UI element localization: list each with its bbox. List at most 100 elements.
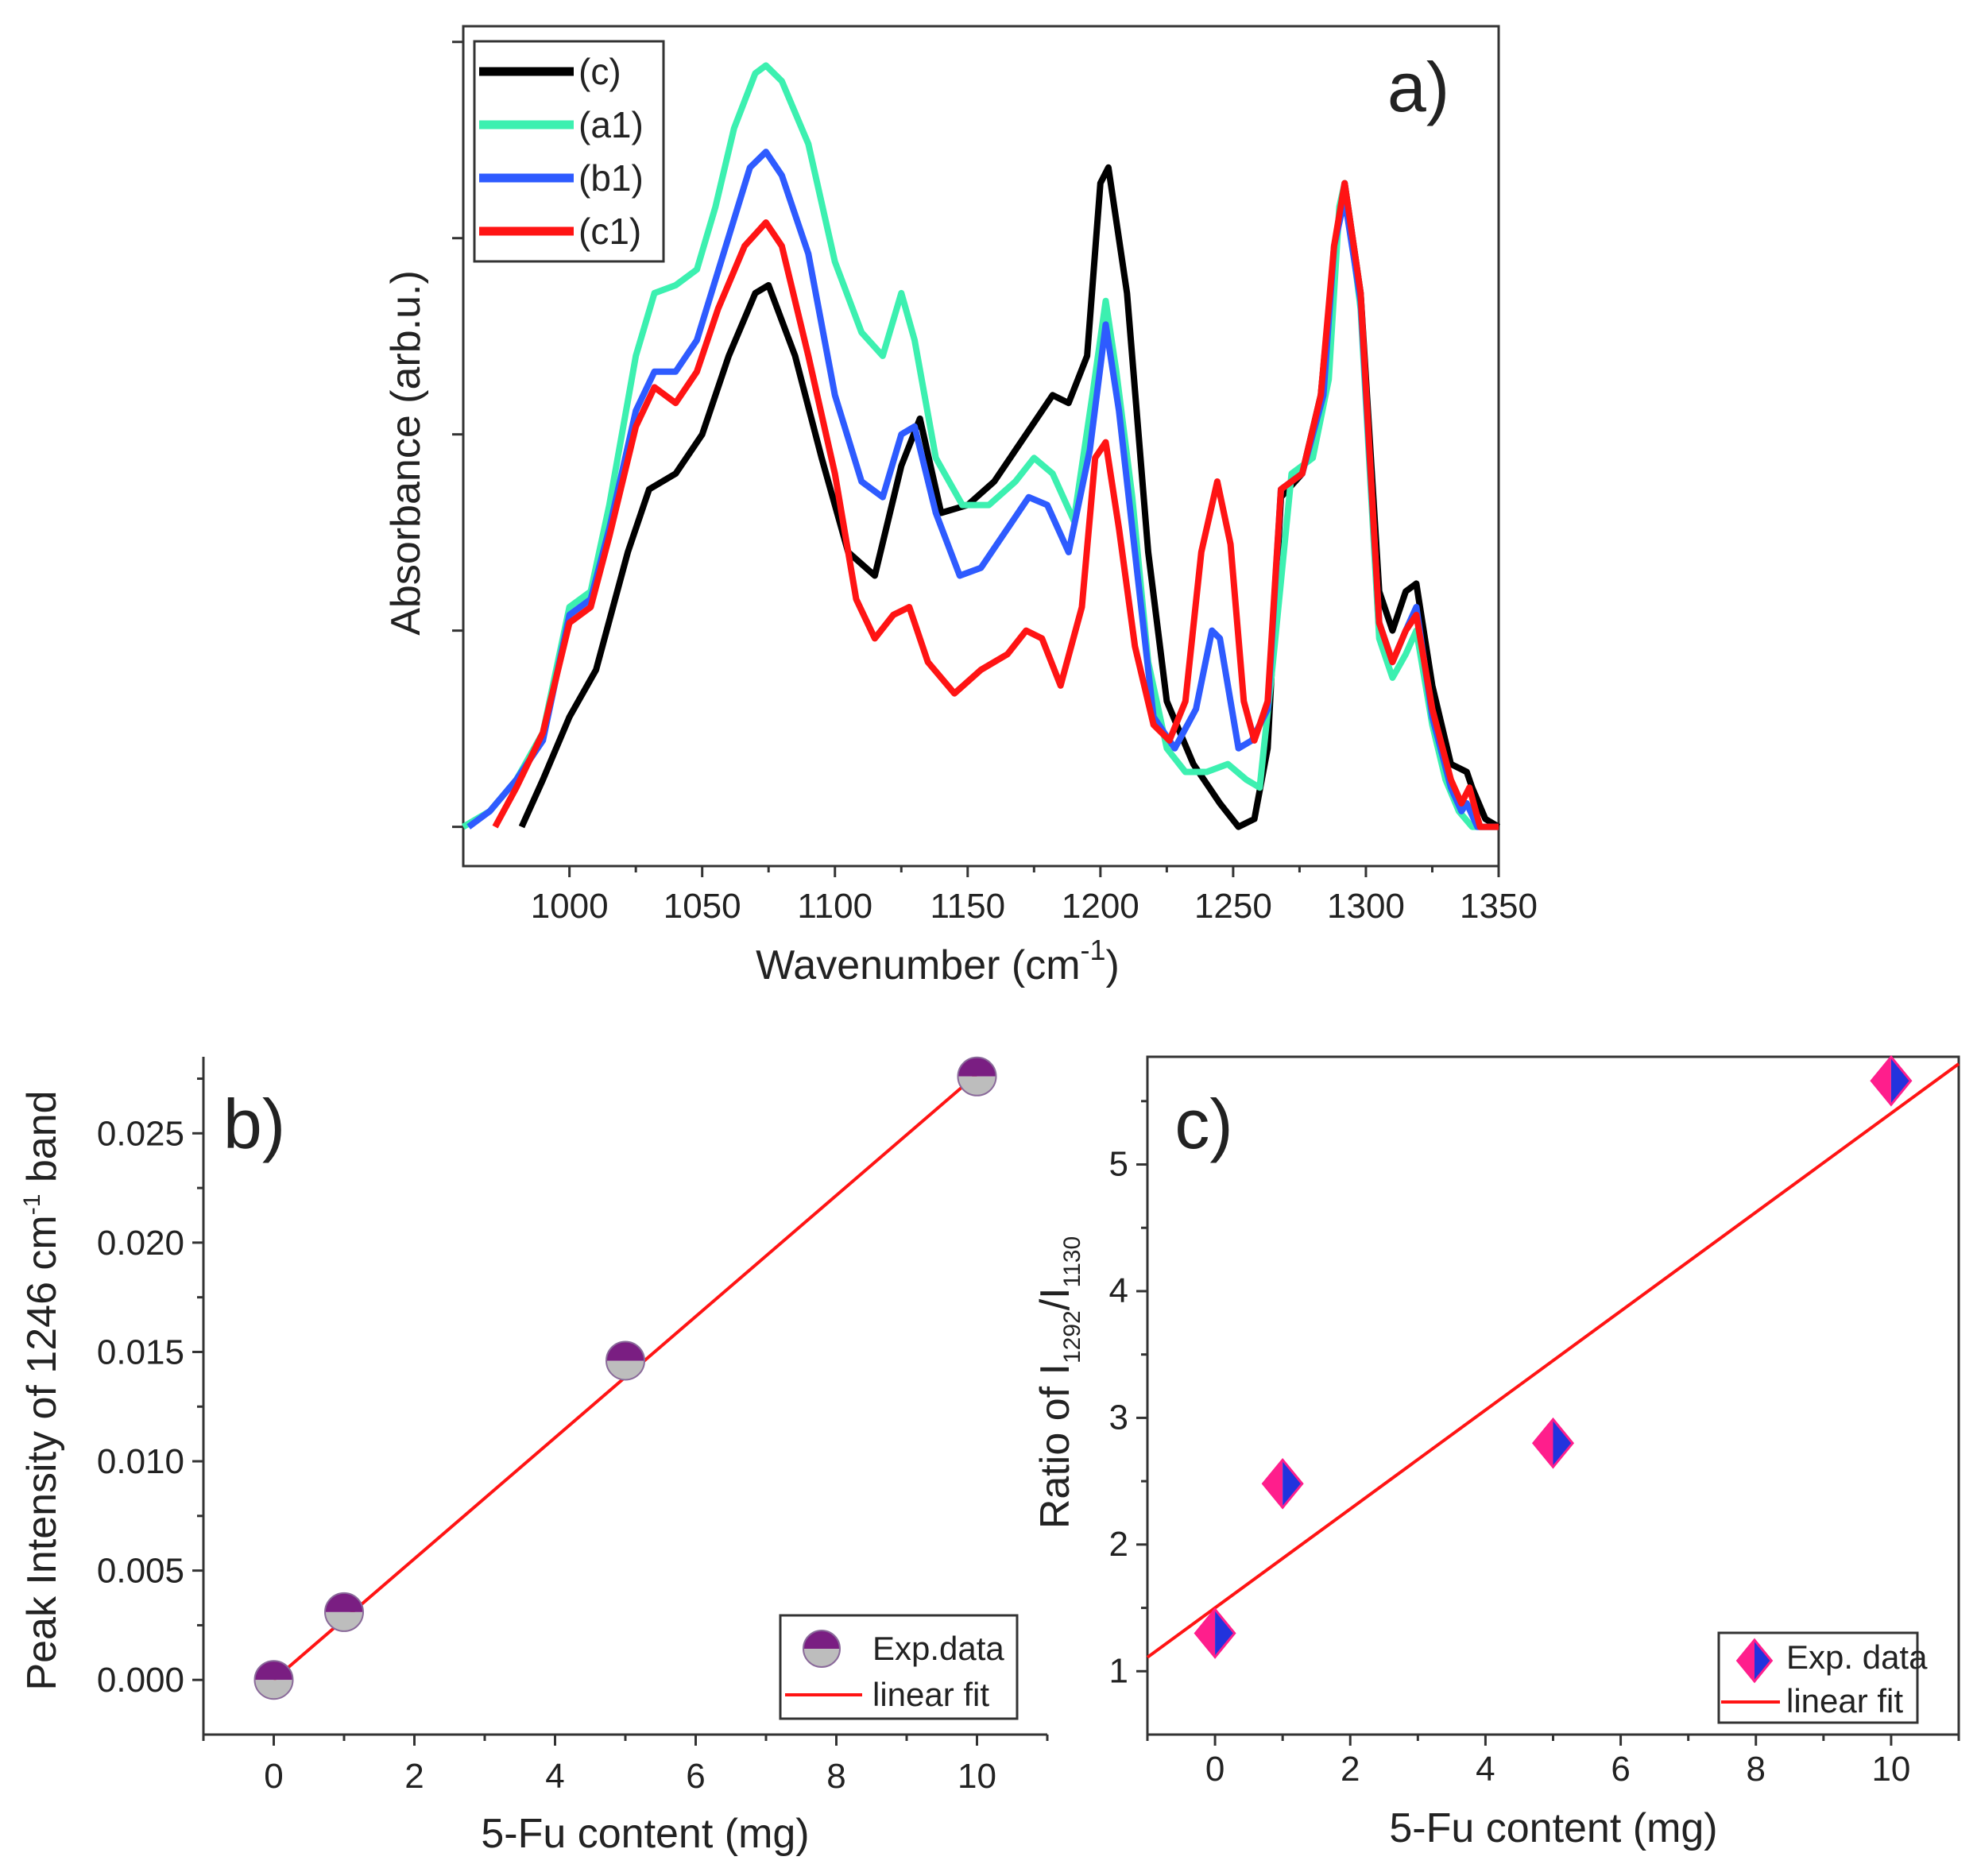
panel-c-data-point	[1261, 1457, 1304, 1510]
panel-b-legend-circle-bottom-half	[803, 1649, 840, 1667]
panel-b-data-point-outline	[253, 1660, 294, 1700]
panel-b-data-point-outline	[957, 1056, 997, 1097]
panel-c-tag: c)	[1174, 1085, 1232, 1163]
panel-c-fit-segment	[1146, 1062, 1960, 1659]
panel-b-y-tick-label: 0.005	[97, 1552, 184, 1591]
panel-a-x-tick-label: 1150	[930, 887, 1005, 926]
panel-a-legend-box	[473, 40, 665, 263]
panel-c-legend-diamond-left-half	[1737, 1640, 1755, 1681]
panel-b-tag: b)	[223, 1085, 285, 1163]
panel-c-data-point-outline	[1261, 1457, 1304, 1510]
panel-c-y-tick-label: 2	[1109, 1525, 1128, 1564]
panel-b-y-title-end: band	[19, 1090, 65, 1193]
panel-c-y-tick-label: 5	[1109, 1145, 1128, 1184]
panel-c-legend-diamond	[1735, 1638, 1774, 1684]
panel-c-data-point-left-half	[1195, 1609, 1216, 1657]
legend-label-b1: (b1)	[578, 157, 644, 199]
panel-a-x-tick-label: 1000	[531, 887, 609, 926]
panel-b-y-tick-label: 0.015	[97, 1333, 184, 1371]
panel-b-data-point-top-half	[254, 1661, 293, 1681]
panel-a-tag: a)	[1387, 48, 1449, 126]
panel-c-data-point-outline	[1870, 1054, 1913, 1107]
panel-b-legend: Exp.data linear fit	[779, 1614, 1019, 1720]
panel-b-x-tick-label: 0	[264, 1757, 283, 1796]
panel-c-data-point-right-half	[1890, 1057, 1911, 1105]
panel-b-data-point	[605, 1340, 645, 1381]
panel-a-x-title-sup: -1	[1081, 934, 1106, 966]
panel-b-y-tick-label: 0.025	[97, 1114, 184, 1153]
panel-b-data-point-top-half	[325, 1592, 363, 1612]
panel-b-y-tick-label: 0.000	[97, 1661, 184, 1700]
panel-b-data-point	[957, 1056, 997, 1097]
panel-b-data-point	[324, 1592, 364, 1632]
panel-b-y-axis-title: Peak Intensity of 1246 cm-1 band	[19, 1090, 65, 1690]
panel-c-data-point	[1194, 1607, 1236, 1659]
panel-b-legend-circle-outline	[803, 1630, 841, 1668]
panel-b-data-point-bottom-half	[606, 1360, 644, 1380]
panel-a-x-tick-label: 1350	[1460, 887, 1538, 926]
panel-c-x-axis: 0 2 4 6 8 10	[1146, 1735, 1960, 1789]
panel-c-legend: Exp. data linear fit	[1717, 1631, 1928, 1724]
panel-b-y-title-main: Peak Intensity of 1246 cm	[19, 1215, 65, 1690]
panel-c-data-point-outline	[1531, 1417, 1575, 1469]
panel-b-data-point	[253, 1660, 294, 1700]
panel-c-x-tick-label: 8	[1747, 1750, 1766, 1789]
panel-b-legend-label-fit: linear fit	[872, 1676, 989, 1713]
panel-c-legend-label-exp: Exp. data	[1786, 1638, 1928, 1676]
panel-c-data-point-left-half	[1871, 1057, 1891, 1105]
panel-b-data-point-bottom-half	[958, 1076, 996, 1096]
panel-b-x-tick-label: 10	[958, 1757, 996, 1796]
panel-b-data-points	[253, 1056, 997, 1700]
panel-c-y-title-sub1: 1292	[1059, 1310, 1085, 1363]
panel-c-x-tick-label: 6	[1611, 1750, 1630, 1789]
panel-b-data-point-bottom-half	[254, 1680, 293, 1700]
panel-c-data-point-right-half	[1215, 1609, 1235, 1657]
legend-label-c1: (c1)	[578, 211, 641, 252]
panel-c-data-point-outline	[1194, 1607, 1236, 1659]
panel-b-y-tick-label: 0.010	[97, 1442, 184, 1481]
panel-a-y-axis-title: Absorbance (arb.u.)	[383, 270, 429, 636]
panel-b-x-tick-label: 8	[826, 1757, 845, 1796]
panel-a-x-tick-label: 1250	[1194, 887, 1272, 926]
panel-b-x-tick-label: 6	[686, 1757, 705, 1796]
panel-c-x-tick-label: 4	[1476, 1750, 1495, 1789]
panel-c-x-tick-label: 10	[1871, 1750, 1910, 1789]
panel-a-spectrum-chart: 1000 1050 1100 1150 1200 1250 1300 1350 Absorba…	[383, 25, 1538, 988]
panel-c-y-title-mid: /I	[1032, 1287, 1078, 1310]
panel-c-data-point	[1531, 1417, 1575, 1469]
panel-b-data-point-top-half	[606, 1341, 644, 1361]
panel-b-legend-circle-top-half	[803, 1630, 840, 1649]
panel-a-x-axis-title: Wavenumber (cm-1)	[756, 934, 1120, 988]
panel-a-x-title-close: )	[1106, 942, 1120, 988]
panel-b-data-point-outline	[605, 1340, 645, 1381]
panel-c-fit-line	[1146, 1062, 1960, 1659]
panel-c-data-point-left-half	[1533, 1419, 1553, 1468]
panel-b-data-point-top-half	[958, 1057, 996, 1077]
panel-c-y-title-sub2: 1130	[1059, 1236, 1085, 1288]
panel-c-legend-marker	[1735, 1638, 1774, 1684]
panel-b-y-axis: 0.000 0.005 0.010 0.015 0.020 0.025	[97, 1077, 203, 1700]
panel-b-x-axis: 0 2 4 6 8 10	[202, 1735, 1049, 1796]
panel-a-x-tick-label: 1200	[1062, 887, 1139, 926]
panel-b-legend-marker	[803, 1630, 841, 1668]
panel-a-y-axis	[452, 41, 463, 829]
panel-c-y-axis-title: Ratio of I1292/I1130	[1032, 1236, 1085, 1529]
panel-a-x-tick-label: 1050	[664, 887, 741, 926]
panel-c-x-tick-label: 0	[1205, 1750, 1225, 1789]
panel-c-data-point-left-half	[1263, 1460, 1283, 1508]
panel-b-y-title-sup: -1	[19, 1194, 45, 1216]
panel-c-y-tick-label: 1	[1109, 1651, 1128, 1690]
panel-a-x-title-main: Wavenumber (cm	[756, 942, 1080, 988]
series-line-c1	[492, 180, 1499, 830]
panel-b-data-point-bottom-half	[325, 1611, 363, 1631]
panel-c-data-points	[1194, 1054, 1913, 1659]
panel-b-data-point-outline	[324, 1592, 364, 1632]
panel-c-x-axis-title: 5-Fu content (mg)	[1389, 1805, 1717, 1851]
panel-c-data-point-right-half	[1283, 1460, 1302, 1508]
panel-c-x-tick-label: 2	[1341, 1750, 1360, 1789]
legend-label-a1: (a1)	[578, 104, 644, 145]
panel-c-data-point-right-half	[1553, 1419, 1573, 1468]
panel-b-x-tick-label: 4	[545, 1757, 564, 1796]
